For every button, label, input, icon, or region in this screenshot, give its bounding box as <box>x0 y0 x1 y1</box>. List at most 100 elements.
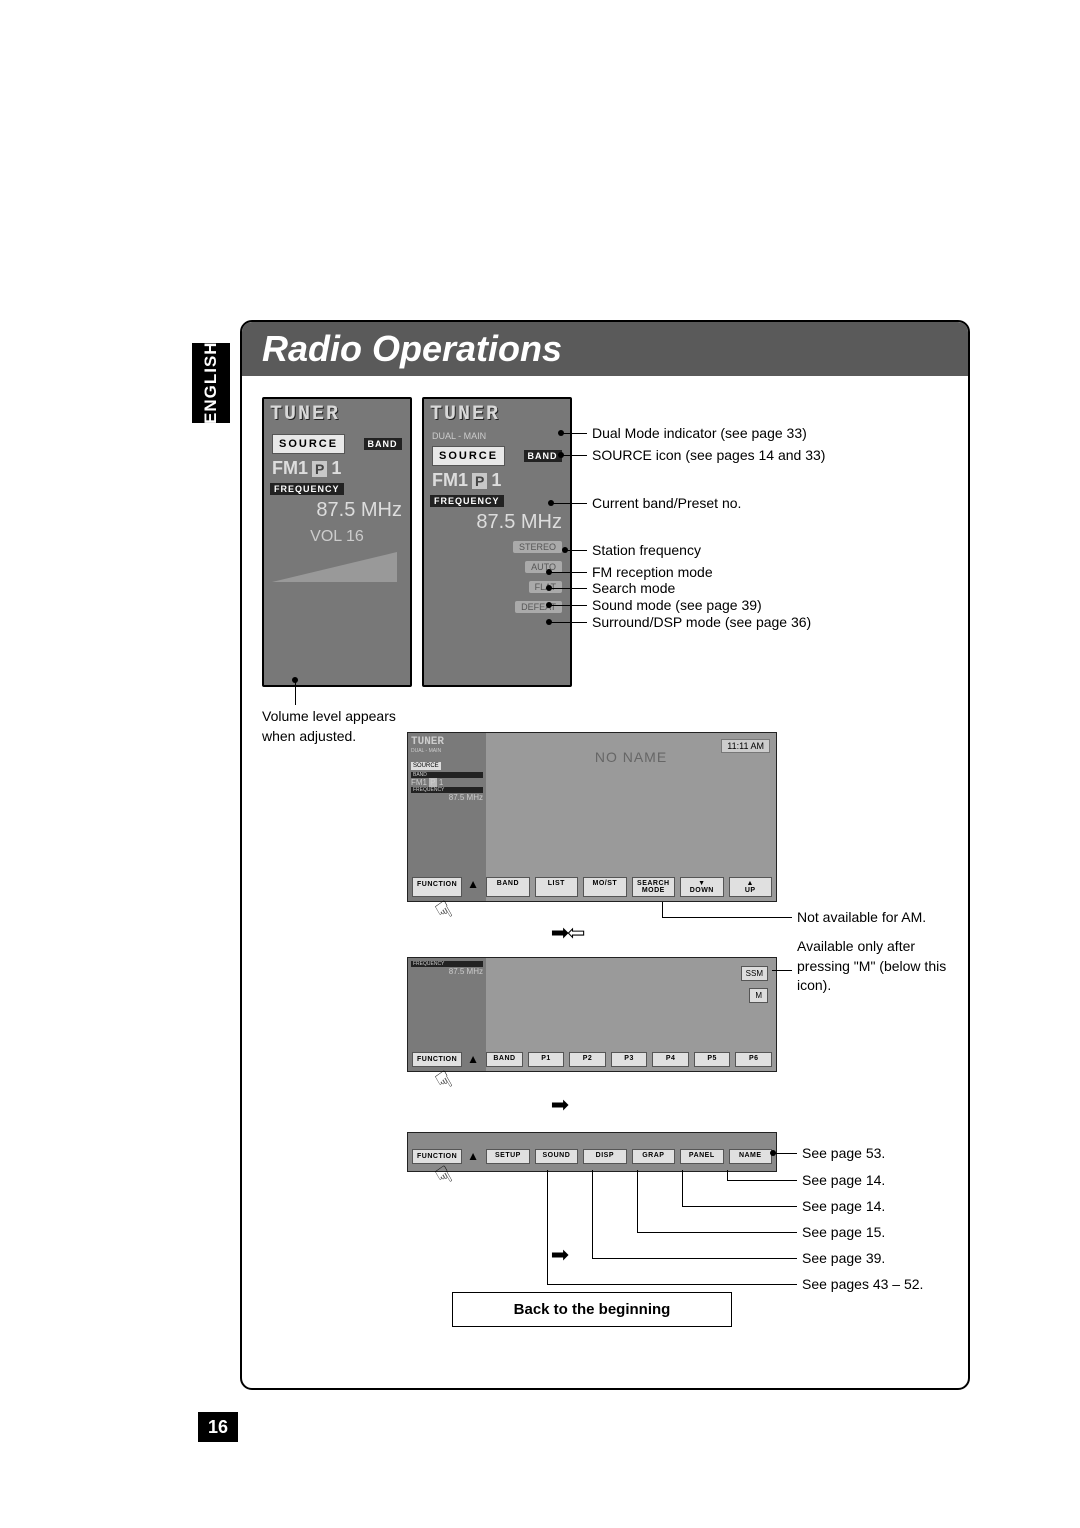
up-button[interactable]: ▲UP <box>729 877 772 897</box>
p3-button[interactable]: P3 <box>611 1052 648 1067</box>
freq-value-r: 87.5 MHz <box>424 509 570 536</box>
band-button-2[interactable]: BAND <box>486 1052 523 1067</box>
p1-button[interactable]: P1 <box>528 1052 565 1067</box>
volume-label: VOL 16 <box>264 524 410 546</box>
back-to-beginning: Back to the beginning <box>452 1292 732 1327</box>
band-label: BAND <box>364 438 402 450</box>
callout-p39: See page 39. <box>802 1249 885 1269</box>
leader <box>772 970 792 971</box>
freq-label-r: FREQUENCY <box>430 495 504 507</box>
freq-label: FREQUENCY <box>270 483 344 495</box>
mini-freq2: 87.5 MHz <box>411 967 483 976</box>
leader <box>552 503 587 504</box>
band-value-r: FM1 P 1 <box>424 470 570 491</box>
callout-source: SOURCE icon (see pages 14 and 33) <box>592 446 825 466</box>
main-screen-3: FUNCTION ▲ SETUP SOUND DISP GRAP PANEL N… <box>407 1132 777 1172</box>
arrow-icon-3: ⬇ <box>548 1246 574 1264</box>
leader <box>774 1153 797 1154</box>
leader <box>727 1180 797 1181</box>
grap-button[interactable]: GRAP <box>632 1149 675 1164</box>
tuner-header: TUNER <box>264 399 410 430</box>
name-button[interactable]: NAME <box>729 1149 772 1164</box>
mini-freq: 87.5 MHz <box>411 793 483 802</box>
leader <box>550 622 587 623</box>
function-button-2[interactable]: FUNCTION <box>412 1052 462 1067</box>
manual-page-frame: Radio Operations TUNER SOURCE BAND FM1 P… <box>240 320 970 1390</box>
callout-avail-m: Available only after pressing "M" (below… <box>797 937 957 996</box>
callout-freq: Station frequency <box>592 541 701 561</box>
tuner-panel-right: TUNER DUAL - MAIN SOURCE BAND FM1 P 1 FR… <box>422 397 572 687</box>
preset-num: 1 <box>331 458 341 479</box>
leader <box>547 1170 548 1284</box>
p2-button[interactable]: P2 <box>569 1052 606 1067</box>
mini-main: 11:11 AM NO NAME <box>486 733 776 901</box>
callout-p14b: See page 14. <box>802 1197 885 1217</box>
eject-icon-3[interactable]: ▲ <box>467 1149 481 1164</box>
band-button[interactable]: BAND <box>486 877 529 897</box>
most-button[interactable]: MO/ST <box>583 877 626 897</box>
leader <box>550 572 587 573</box>
station-name: NO NAME <box>486 749 776 765</box>
mini-tuner-hdr: TUNER <box>411 736 483 748</box>
band-value: FM1 P 1 <box>264 458 410 479</box>
button-row-3: FUNCTION ▲ SETUP SOUND DISP GRAP PANEL N… <box>412 1149 772 1164</box>
button-row-2: FUNCTION ▲ BAND P1 P2 P3 P4 P5 P6 <box>412 1052 772 1067</box>
status-stereo: STEREO <box>513 541 562 553</box>
disp-button[interactable]: DISP <box>583 1149 626 1164</box>
list-button[interactable]: LIST <box>535 877 578 897</box>
band-text-r: FM1 <box>432 470 468 491</box>
leader <box>562 433 587 434</box>
m-button[interactable]: M <box>749 988 768 1003</box>
search-mode-button[interactable]: SEARCH MODE <box>632 877 675 897</box>
eject-icon-2[interactable]: ▲ <box>467 1052 481 1067</box>
callout-band-preset: Current band/Preset no. <box>592 494 741 514</box>
tuner-panel-left: TUNER SOURCE BAND FM1 P 1 FREQUENCY 87.5… <box>262 397 412 687</box>
sound-button[interactable]: SOUND <box>535 1149 578 1164</box>
source-button-r[interactable]: SOURCE <box>432 446 505 466</box>
mini-src: SOURCE <box>411 762 441 770</box>
leader <box>592 1170 593 1258</box>
arrow-icon: ⬇ <box>548 924 574 942</box>
main-screen-1: TUNER DUAL - MAIN SOURCE BAND FM1 P 1 FR… <box>407 732 777 902</box>
leader <box>550 605 587 606</box>
callout-p15: See page 15. <box>802 1223 885 1243</box>
down-button[interactable]: ▼DOWN <box>680 877 723 897</box>
band-text: FM1 <box>272 458 308 479</box>
leader <box>637 1170 638 1232</box>
p5-button[interactable]: P5 <box>694 1052 731 1067</box>
tuner-header-r: TUNER <box>424 399 570 430</box>
source-button[interactable]: SOURCE <box>272 434 345 454</box>
panel-button[interactable]: PANEL <box>680 1149 723 1164</box>
preset-p: P <box>312 461 327 477</box>
language-tab: ENGLISH <box>192 343 230 423</box>
callout-p53: See page 53. <box>802 1144 885 1164</box>
eject-icon[interactable]: ▲ <box>467 877 481 897</box>
title-bar: Radio Operations <box>242 322 968 376</box>
page-number: 16 <box>198 1412 238 1442</box>
leader <box>562 455 587 456</box>
callout-volume: Volume level appears when adjusted. <box>262 707 402 746</box>
page-title: Radio Operations <box>262 328 562 370</box>
leader <box>547 1284 797 1285</box>
p4-button[interactable]: P4 <box>652 1052 689 1067</box>
leader <box>566 550 587 551</box>
leader <box>550 588 587 589</box>
callout-surround: Surround/DSP mode (see page 36) <box>592 613 811 633</box>
leader <box>662 917 792 918</box>
p6-button[interactable]: P6 <box>735 1052 772 1067</box>
function-button[interactable]: FUNCTION <box>412 877 462 897</box>
callout-p14a: See page 14. <box>802 1171 885 1191</box>
setup-button[interactable]: SETUP <box>486 1149 529 1164</box>
status-defeat: DEFEAT <box>515 601 562 613</box>
arrow-icon-2: ⬇ <box>548 1096 574 1114</box>
preset-num-r: 1 <box>491 470 501 491</box>
callout-dual-mode: Dual Mode indicator (see page 33) <box>592 424 807 444</box>
mini-band: FM1 P 1 <box>411 778 483 787</box>
ssm-button[interactable]: SSM <box>741 966 768 981</box>
leader <box>682 1170 683 1206</box>
function-button-3[interactable]: FUNCTION <box>412 1149 462 1164</box>
main-screen-2: FREQUENCY 87.5 MHz SSM M FUNCTION ▲ BAND… <box>407 957 777 1072</box>
leader <box>662 902 663 917</box>
preset-p-r: P <box>472 473 487 489</box>
leader <box>727 1170 728 1180</box>
